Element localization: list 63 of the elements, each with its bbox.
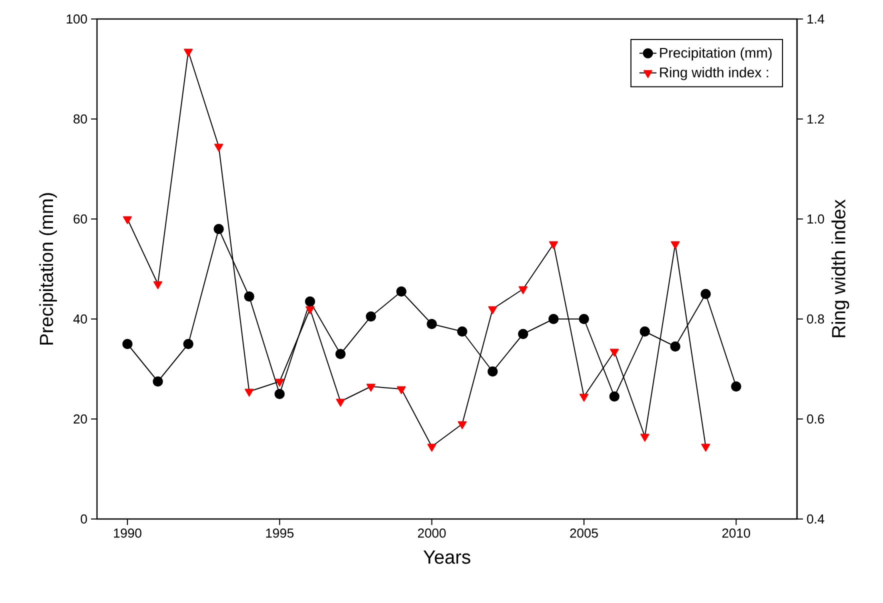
point	[336, 398, 345, 407]
y-tick-label: 20	[74, 414, 87, 424]
point	[366, 311, 376, 322]
x-tick-label: 2005	[570, 528, 598, 538]
point	[214, 224, 224, 234]
y2-axis-title: Ring width index	[831, 200, 850, 338]
point	[152, 376, 163, 387]
y2-tick-label: 1.0	[808, 214, 824, 224]
point	[488, 366, 498, 377]
point	[122, 338, 133, 350]
point	[426, 318, 437, 330]
y2-tick-label: 1.2	[808, 114, 824, 124]
x-axis-title: Years	[423, 550, 470, 564]
point	[427, 444, 436, 452]
point	[274, 388, 285, 400]
y2-tick-label: 0.4	[807, 514, 824, 524]
point	[335, 348, 346, 360]
point	[304, 296, 316, 307]
point	[549, 241, 558, 250]
y-tick-label: 40	[73, 314, 87, 324]
x-tick-label: 1990	[114, 528, 142, 538]
legend-label: Ring width index :	[660, 67, 768, 80]
point	[366, 384, 376, 392]
legend-label: Precipitation (mm)	[660, 47, 772, 61]
point	[488, 306, 498, 314]
y-tick-label: 0	[80, 514, 87, 524]
x-tick-label: 2010	[722, 528, 750, 538]
point	[457, 326, 468, 337]
y2-tick-label: 0.6	[807, 414, 824, 424]
y-tick-label: 60	[74, 214, 87, 224]
point	[306, 306, 315, 314]
point	[396, 386, 406, 394]
x-tick-label: 1995	[266, 528, 294, 538]
point	[670, 341, 680, 352]
point	[548, 314, 559, 324]
point	[458, 421, 467, 430]
point	[640, 326, 650, 337]
point	[518, 328, 528, 340]
point	[579, 394, 588, 402]
y-tick-label: 100	[66, 14, 87, 24]
point	[609, 391, 620, 402]
x-tick-label: 2000	[418, 528, 446, 538]
point	[244, 291, 254, 302]
point	[153, 281, 162, 290]
point	[518, 286, 528, 294]
point	[183, 338, 194, 350]
point	[214, 144, 224, 152]
point	[701, 444, 710, 452]
point	[184, 48, 193, 57]
y-tick-label: 80	[74, 114, 87, 124]
y2-tick-label: 0.8	[807, 314, 824, 324]
point	[640, 434, 650, 442]
point	[731, 381, 742, 392]
point	[578, 314, 590, 324]
point	[670, 241, 680, 250]
point	[275, 378, 284, 387]
point	[700, 288, 711, 300]
y-axis-title: Precipitation (mm)	[39, 193, 57, 345]
point	[610, 348, 619, 357]
point	[122, 216, 132, 224]
y2-tick-label: 1.4	[808, 14, 824, 24]
point	[396, 286, 406, 297]
point	[244, 388, 254, 397]
